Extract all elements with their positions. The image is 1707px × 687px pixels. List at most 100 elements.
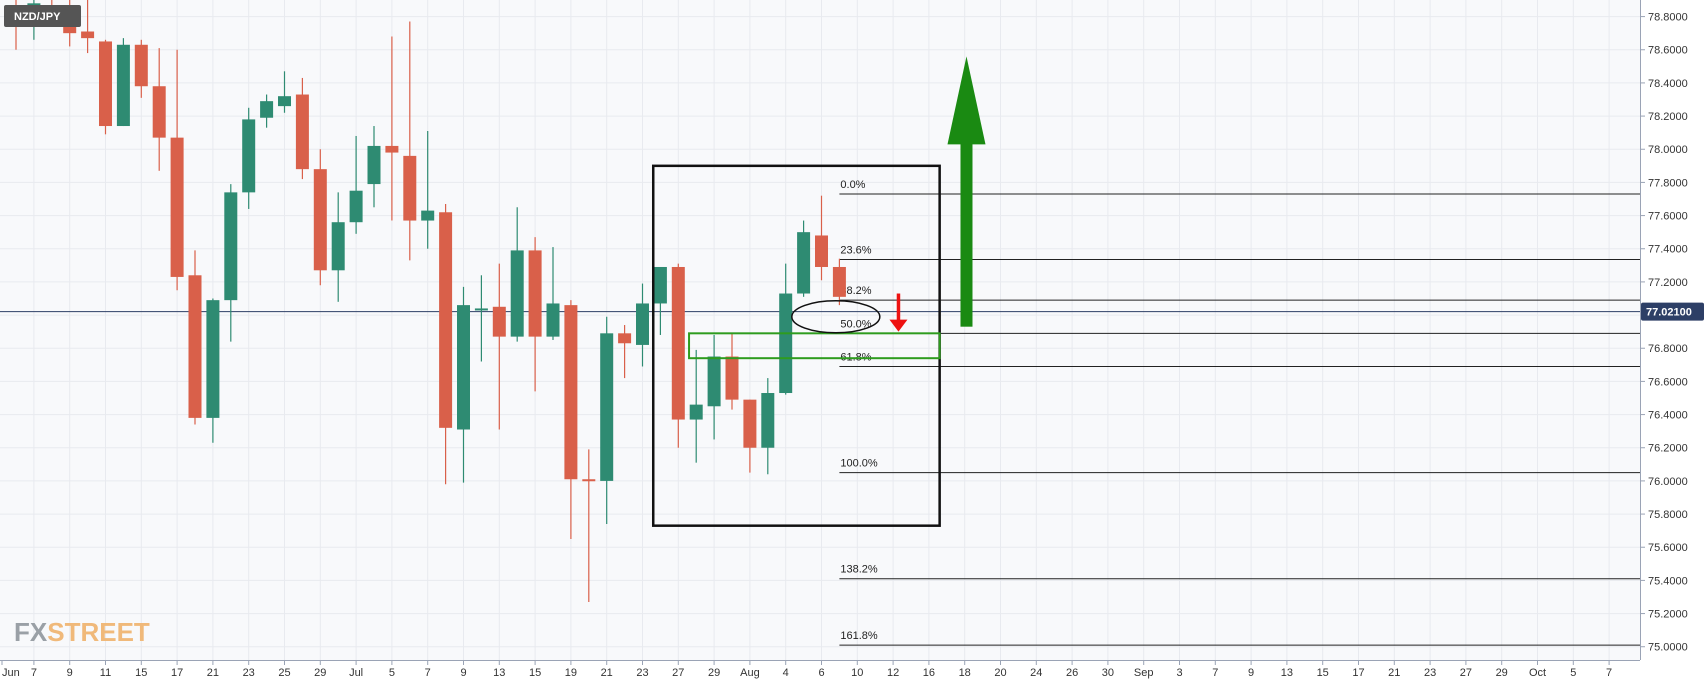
- candle: [367, 126, 381, 208]
- x-tick-label: 15: [1317, 667, 1329, 679]
- symbol-label: NZD/JPY: [14, 11, 61, 23]
- candle: [779, 263, 793, 395]
- candle: [582, 449, 596, 602]
- x-tick-label: 12: [887, 667, 899, 679]
- y-tick-label: 78.8000: [1648, 12, 1688, 24]
- candle: [403, 21, 417, 261]
- down-arrow-head: [889, 319, 908, 332]
- x-tick-label: 20: [994, 667, 1006, 679]
- x-tick-label: 21: [601, 667, 613, 679]
- candle: [421, 131, 435, 249]
- candle-body: [295, 94, 309, 170]
- candle-body: [653, 266, 667, 304]
- candle: [707, 334, 721, 440]
- candle: [564, 300, 578, 539]
- candle: [546, 247, 560, 340]
- candle: [224, 184, 238, 342]
- candle: [761, 378, 775, 475]
- x-tick-label: 5: [1570, 667, 1576, 679]
- y-tick-label: 75.8000: [1648, 509, 1688, 521]
- candle-body: [349, 190, 363, 223]
- candle-body: [242, 119, 256, 193]
- ellipse-highlight: [791, 299, 881, 334]
- x-tick-label: 9: [67, 667, 73, 679]
- svg-text:FXSTREET: FXSTREET: [14, 617, 150, 647]
- candle-body: [313, 169, 327, 271]
- y-tick-label: 76.4000: [1648, 410, 1688, 422]
- current-price-badge: 77.02100: [1641, 302, 1704, 321]
- symbol-badge: NZD/JPY: [4, 5, 81, 27]
- candle-body: [474, 308, 488, 311]
- fib-label: 38.2%: [840, 285, 871, 297]
- y-tick-label: 75.2000: [1648, 609, 1688, 621]
- x-tick-label: 17: [171, 667, 183, 679]
- candle: [618, 325, 632, 379]
- candle-body: [492, 306, 506, 337]
- candle-body: [278, 96, 291, 107]
- candle: [528, 237, 542, 392]
- fib-label: 23.6%: [840, 245, 871, 257]
- x-tick-label: 23: [1424, 667, 1436, 679]
- candle: [636, 283, 649, 367]
- fib-label: 138.2%: [840, 564, 878, 576]
- x-tick-label: 23: [636, 667, 648, 679]
- x-tick-label: 26: [1066, 667, 1078, 679]
- x-tick-label: 13: [1281, 667, 1293, 679]
- x-tick-label: 3: [1176, 667, 1182, 679]
- x-tick-label: 30: [1102, 667, 1114, 679]
- logo-fx: FX: [14, 617, 48, 647]
- x-tick-label: 7: [1606, 667, 1612, 679]
- y-tick-label: 77.8000: [1648, 177, 1688, 189]
- candle-body: [260, 101, 274, 118]
- candle-body: [564, 305, 578, 480]
- candle-body: [403, 155, 417, 221]
- x-tick-label: 29: [314, 667, 326, 679]
- candle-body: [421, 210, 435, 221]
- fib-label: 50.0%: [840, 318, 871, 330]
- candle: [152, 48, 166, 171]
- candle: [457, 286, 470, 483]
- candle: [349, 135, 363, 234]
- support-zone: [688, 332, 941, 360]
- candle-body: [582, 479, 596, 482]
- candle-body: [439, 212, 453, 428]
- x-tick-label: 15: [529, 667, 541, 679]
- candle-body: [188, 275, 202, 418]
- candles: [9, 0, 846, 602]
- y-tick-label: 75.6000: [1648, 542, 1688, 554]
- candle-body: [671, 266, 685, 420]
- candle-body: [761, 393, 775, 448]
- candle-body: [832, 266, 846, 297]
- x-tick-label: 9: [1248, 667, 1254, 679]
- fib-label: 161.8%: [840, 630, 878, 642]
- y-tick-label: 76.6000: [1648, 376, 1688, 388]
- candle: [600, 316, 614, 525]
- candle: [188, 250, 202, 425]
- x-tick-label: 7: [425, 667, 431, 679]
- candle: [671, 263, 685, 448]
- x-tick-label: 17: [1352, 667, 1364, 679]
- x-tick-label: 7: [1212, 667, 1218, 679]
- candle: [331, 192, 345, 302]
- candle-body: [546, 303, 560, 337]
- x-tick-label: Jun: [2, 667, 20, 679]
- candle-body: [725, 356, 739, 400]
- x-tick-label: Aug: [740, 667, 760, 679]
- x-tick-label: 7: [31, 667, 37, 679]
- candle: [725, 333, 739, 410]
- candle-body: [600, 333, 614, 481]
- candle: [206, 298, 220, 443]
- candle-body: [689, 404, 703, 420]
- y-tick-label: 76.0000: [1648, 476, 1688, 488]
- x-tick-label: 11: [100, 667, 111, 679]
- x-tick-label: 15: [135, 667, 147, 679]
- candle: [815, 195, 828, 281]
- candle: [295, 77, 309, 180]
- y-tick-label: 76.2000: [1648, 443, 1688, 455]
- candle: [260, 94, 274, 128]
- candle-body: [618, 333, 632, 344]
- x-tick-label: 6: [818, 667, 824, 679]
- candle-body: [779, 293, 793, 394]
- fxstreet-logo: FXSTREET: [14, 617, 150, 647]
